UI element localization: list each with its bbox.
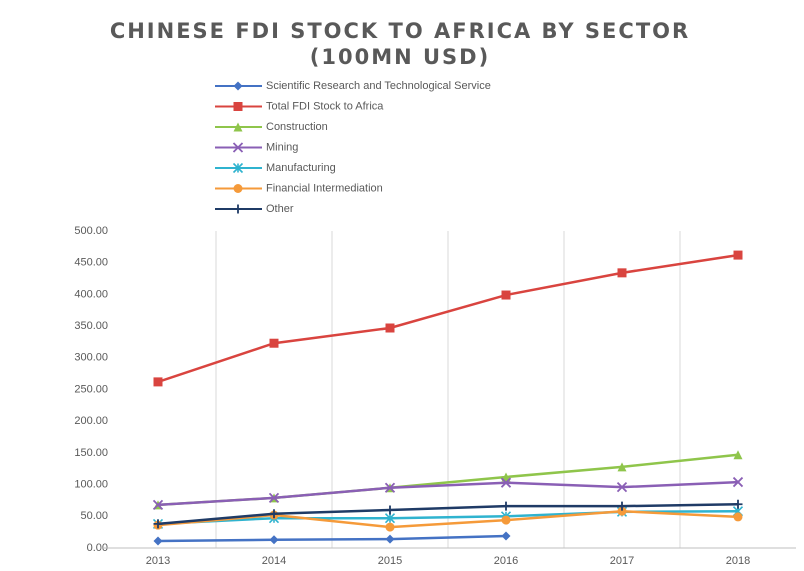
data-point [269,338,279,348]
data-point [616,481,628,493]
legend-label: Scientific Research and Technological Se… [266,80,491,92]
data-point [385,323,395,333]
data-point [733,450,743,460]
data-point [268,492,280,504]
data-point [617,462,627,472]
series-line [157,534,507,543]
y-tick-label: 450.00 [74,257,108,269]
y-tick-label: 50.00 [80,510,108,522]
y-tick-label: 0.00 [87,542,108,554]
data-point [385,522,395,532]
y-tick-label: 300.00 [74,352,108,364]
chart-title: CHINESE FDI STOCK TO AFRICA BY SECTOR (1… [109,19,691,69]
data-point [500,477,512,488]
legend-label: Other [266,203,294,215]
data-point [732,476,744,488]
data-point [617,268,627,278]
y-tick-label: 400.00 [74,288,108,300]
legend-marker [233,184,243,193]
series-line [157,253,739,384]
data-point [733,499,743,509]
data-point [153,519,163,529]
legend-label: Construction [266,121,328,133]
x-tick-label: 2013 [146,555,170,567]
data-point [384,482,396,493]
data-point [269,509,279,519]
legend-label: Manufacturing [266,162,336,174]
legend-label: Mining [266,141,298,153]
data-point [501,501,511,511]
legend-label: Financial Intermediation [266,182,383,194]
data-point [385,534,395,544]
legend-marker [232,142,244,153]
data-point [152,499,164,511]
data-point [269,535,279,545]
data-point [501,531,511,541]
legend-marker [233,204,243,214]
x-tick-label: 2017 [610,555,634,567]
legend-marker [233,122,243,132]
legend-label: Total FDI Stock to Africa [266,100,384,112]
y-tick-label: 350.00 [74,320,108,332]
data-point [733,250,743,260]
x-tick-label: 2014 [262,555,286,567]
y-tick-label: 500.00 [74,225,108,237]
data-point [617,501,627,511]
y-tick-label: 200.00 [74,415,108,427]
y-tick-label: 250.00 [74,383,108,395]
data-point [501,290,511,300]
y-tick-label: 100.00 [74,479,108,491]
data-point [617,506,627,516]
x-tick-label: 2018 [726,555,750,567]
data-point [153,377,163,387]
y-tick-label: 150.00 [74,447,108,459]
legend-marker [233,81,243,91]
x-tick-label: 2015 [378,555,402,567]
data-point [385,505,395,515]
series-line [157,503,739,526]
legend-marker [232,162,244,174]
data-point [501,515,511,525]
data-point [153,536,163,546]
series-line [157,509,739,529]
legend-marker [233,102,243,111]
x-tick-label: 2016 [494,555,518,567]
data-point [384,513,396,524]
series-line [157,480,739,507]
data-point [733,512,743,522]
